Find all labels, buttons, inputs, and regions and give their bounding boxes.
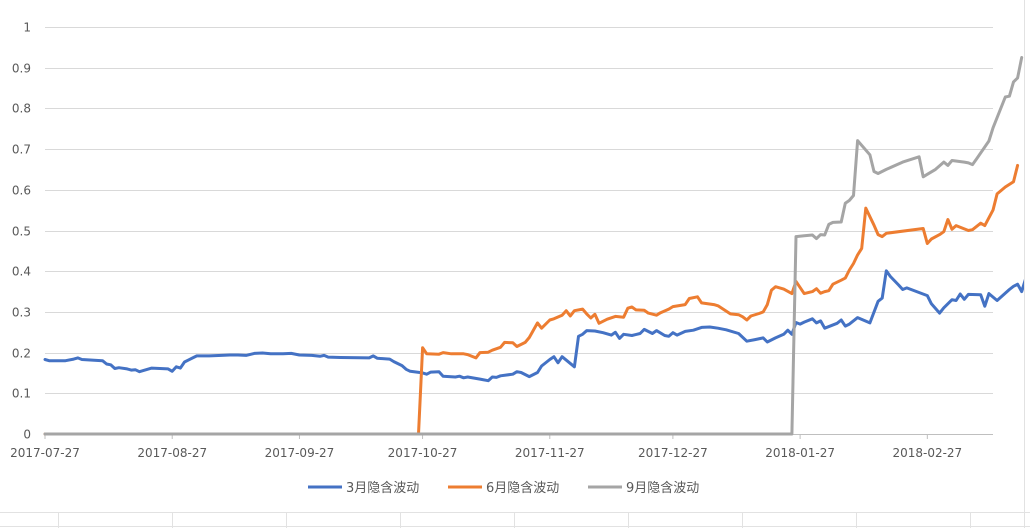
y-tick-label: 0.1 bbox=[12, 387, 31, 401]
x-tick-label: 2017-09-27 bbox=[265, 446, 335, 460]
x-axis-tick-labels: 2017-07-27 2017-08-27 2017-09-27 2017-10-27… bbox=[10, 434, 962, 460]
series-line-2 bbox=[43, 163, 1020, 436]
series-line-3 bbox=[43, 56, 1024, 436]
y-tick-label: 0.7 bbox=[12, 143, 31, 157]
x-tick-label: 2018-01-27 bbox=[765, 446, 835, 460]
y-tick-label: 0.5 bbox=[12, 225, 31, 239]
y-tick-label: 0.8 bbox=[12, 102, 31, 116]
x-tick-label: 2017-08-27 bbox=[137, 446, 207, 460]
legend: 3月隐含波动 6月隐含波动 9月隐含波动 bbox=[308, 480, 699, 496]
chart-area: 0 0.1 0.2 0.3 0.4 0.5 0.6 0.7 0.8 0.9 1 2017-07-27… bbox=[10, 20, 1028, 496]
series-lines bbox=[43, 56, 1028, 436]
y-tick-label: 0.4 bbox=[12, 265, 31, 279]
y-tick-label: 0.9 bbox=[12, 62, 31, 76]
x-tick-label: 2017-10-27 bbox=[388, 446, 458, 460]
legend-label-1: 3月隐含波动 bbox=[346, 480, 419, 496]
y-tick-label: 0.2 bbox=[12, 347, 31, 361]
line-chart: 0 0.1 0.2 0.3 0.4 0.5 0.6 0.7 0.8 0.9 1 2017-07-27… bbox=[10, 21, 1028, 496]
y-axis-tick-labels: 0 0.1 0.2 0.3 0.4 0.5 0.6 0.7 0.8 0.9 1 bbox=[12, 21, 31, 442]
x-tick-label: 2017-11-27 bbox=[515, 446, 585, 460]
x-tick-label: 2017-07-27 bbox=[10, 446, 80, 460]
y-tick-label: 0 bbox=[23, 428, 31, 442]
y-tick-label: 1 bbox=[23, 21, 31, 35]
y-tick-label: 0.3 bbox=[12, 306, 31, 320]
legend-label-3: 9月隐含波动 bbox=[626, 480, 699, 496]
y-tick-label: 0.6 bbox=[12, 184, 31, 198]
legend-label-2: 6月隐含波动 bbox=[486, 480, 559, 496]
series-line-1 bbox=[43, 269, 1028, 383]
x-tick-label: 2018-02-27 bbox=[892, 446, 962, 460]
x-tick-label: 2017-12-27 bbox=[638, 446, 708, 460]
